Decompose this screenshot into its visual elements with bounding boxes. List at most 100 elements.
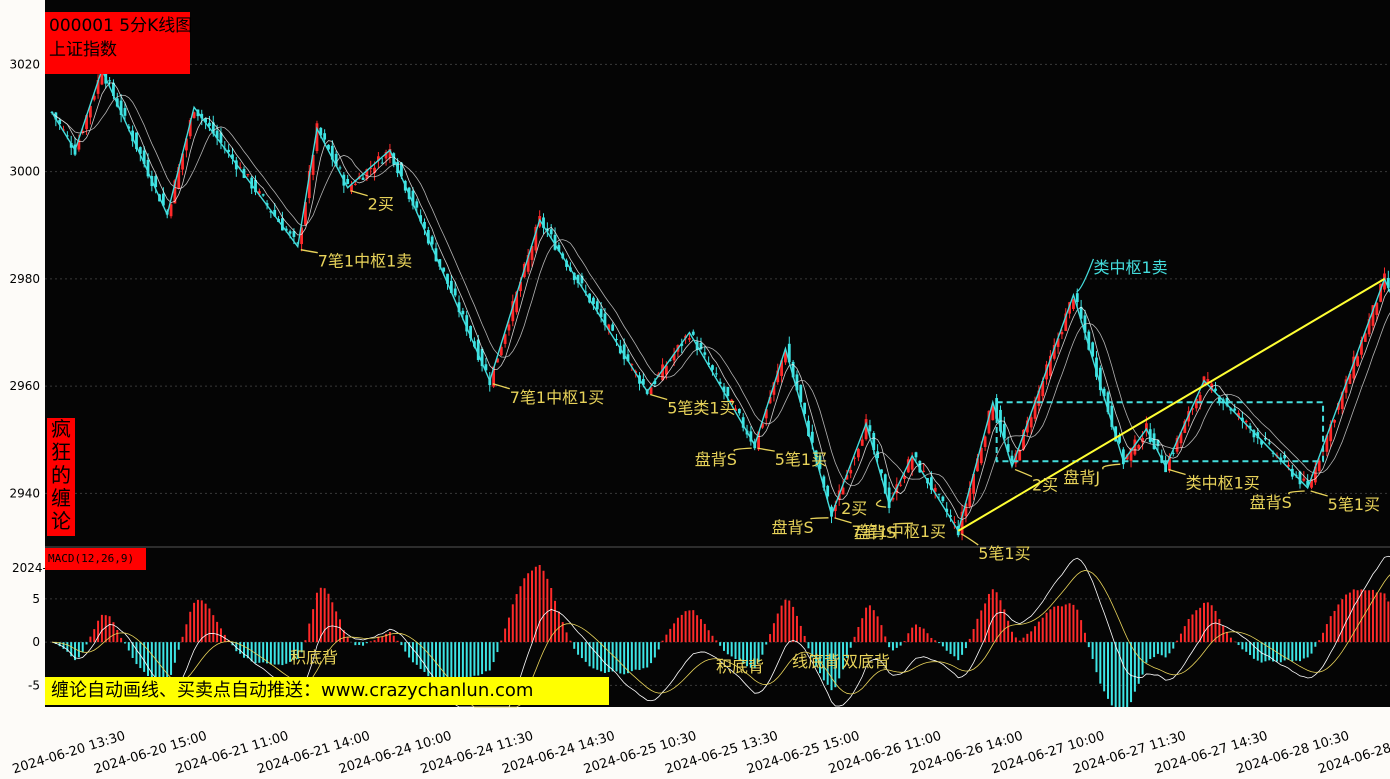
candle-body xyxy=(1237,412,1240,417)
macd-tick-label: 5 xyxy=(32,592,40,606)
macd-annotation-label: 积底背 xyxy=(290,648,338,667)
annotation-label: 盘背S xyxy=(854,523,896,542)
candle-body xyxy=(200,113,204,119)
candle-body xyxy=(1010,455,1014,462)
candle-body xyxy=(1087,331,1091,350)
candle-body xyxy=(780,360,783,376)
annotation-arrow xyxy=(875,499,887,508)
candle-body xyxy=(784,351,787,363)
candle-body xyxy=(768,397,772,404)
candle-body xyxy=(607,324,611,330)
candle-body xyxy=(192,112,196,119)
candle-body xyxy=(108,80,111,82)
candle-body xyxy=(576,274,580,284)
candle-body xyxy=(964,503,968,517)
candle-body xyxy=(814,450,818,461)
candle-body xyxy=(1248,425,1252,429)
candle-body xyxy=(914,452,918,458)
dea-line xyxy=(51,570,1390,708)
annotation-label: 类中枢1买 xyxy=(1186,474,1260,493)
annotation-label: 盘背S xyxy=(695,450,737,469)
candle-body xyxy=(100,74,104,85)
candle-body xyxy=(1194,398,1198,409)
candle-body xyxy=(177,167,181,189)
candle-body xyxy=(400,162,403,177)
annotation-label: 5笔类1买 xyxy=(667,398,735,417)
candle-body xyxy=(369,168,373,170)
candle-body xyxy=(315,123,319,152)
candle-body xyxy=(89,105,92,118)
candle-body xyxy=(511,301,515,322)
candle-body xyxy=(461,310,465,315)
candle-body xyxy=(1386,277,1390,288)
candle-body xyxy=(906,459,910,473)
candle-body xyxy=(530,245,534,260)
candle-body xyxy=(415,201,419,208)
candle-body xyxy=(910,456,914,470)
candle-body xyxy=(1091,342,1095,357)
candle-body xyxy=(1168,457,1171,471)
candle-body xyxy=(1141,438,1144,443)
candle-body xyxy=(449,280,453,293)
candle-body xyxy=(1383,273,1386,290)
candle-body xyxy=(319,127,323,136)
candle-body xyxy=(346,178,350,184)
candle-body xyxy=(154,176,158,188)
annotation-arrow xyxy=(733,447,752,452)
candle-body xyxy=(680,343,684,346)
candle-body xyxy=(1064,313,1068,331)
candle-body xyxy=(1264,437,1267,440)
candle-body xyxy=(1344,379,1348,393)
candle-body xyxy=(880,469,883,474)
candle-body xyxy=(515,291,519,313)
candle-body xyxy=(826,485,830,497)
bi-lines xyxy=(51,67,1390,533)
candle-body xyxy=(672,353,676,361)
candle-body xyxy=(933,487,937,492)
zhongshu-box xyxy=(995,401,1325,463)
candle-body xyxy=(707,362,711,365)
candle-body xyxy=(380,162,384,164)
candle-body xyxy=(818,455,822,469)
candle-body xyxy=(1310,478,1313,488)
candle-body xyxy=(803,402,807,414)
candle-body xyxy=(553,234,557,250)
price-tick-label: 2980 xyxy=(9,272,40,286)
candle-body xyxy=(718,381,722,385)
candle-body xyxy=(284,228,288,231)
candle-body xyxy=(830,506,833,517)
candle-body xyxy=(887,487,891,508)
candle-body xyxy=(426,230,430,244)
candle-body xyxy=(937,493,941,495)
candle-body xyxy=(338,167,342,169)
candle-body xyxy=(883,474,887,494)
candle-body xyxy=(1214,388,1217,391)
candle-body xyxy=(799,384,803,403)
candle-body xyxy=(849,470,853,474)
zhongshu-rect xyxy=(995,401,1325,463)
candle-body xyxy=(1006,444,1010,452)
annotation-label: 5笔1买 xyxy=(1328,495,1380,514)
candle-body xyxy=(123,108,127,116)
annotation-arrow xyxy=(960,533,979,546)
annotation-arrow xyxy=(350,190,368,197)
candle-body xyxy=(1325,435,1329,452)
macd-annotation-label: 积底背 xyxy=(716,657,764,676)
candle-body xyxy=(173,180,177,204)
candle-body xyxy=(58,119,62,125)
candle-body xyxy=(764,409,768,419)
candle-body xyxy=(185,138,188,151)
price-tick-label: 2960 xyxy=(9,379,40,393)
candle-body xyxy=(845,474,849,480)
y-axis-labels: 3020 3000 2980 2960 2940 5 0 -5 2024- xyxy=(9,57,46,692)
candle-body xyxy=(976,458,979,472)
annotation-label: 7笔1中枢1买 xyxy=(852,522,947,541)
candle-body xyxy=(822,476,826,488)
annotation-arrow xyxy=(834,517,852,524)
annotation-label: 5笔1买 xyxy=(775,450,827,469)
candle-body xyxy=(161,193,165,206)
candle-body xyxy=(1313,466,1317,483)
candle-body xyxy=(219,132,223,143)
candle-body xyxy=(991,406,995,421)
